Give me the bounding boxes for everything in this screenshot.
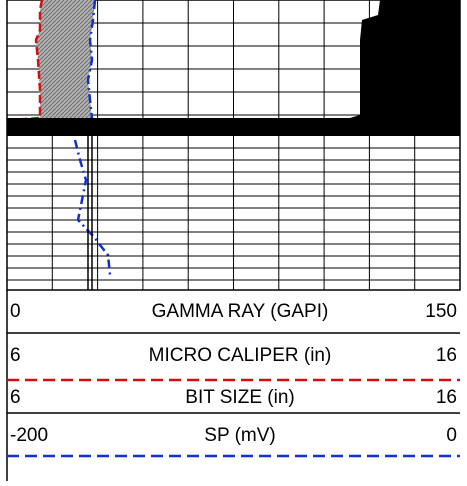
curve-name: BIT SIZE (in) <box>185 387 294 408</box>
track-labels: 0 GAMMA RAY (GAPI) 150 6 MICRO CALIPER (in) 1… <box>10 301 457 446</box>
sp-curve <box>73 0 112 276</box>
gamma-band <box>7 118 460 136</box>
scale-left: 6 <box>10 387 21 408</box>
scale-right: 16 <box>436 345 457 366</box>
header <box>6 290 460 481</box>
curve-name: MICRO CALIPER (in) <box>149 345 332 366</box>
micro-caliper-curve <box>9 0 44 122</box>
scale-right: 0 <box>446 425 457 446</box>
log-track <box>6 0 461 291</box>
scale-left: -200 <box>10 425 48 446</box>
scale-left: 6 <box>10 345 21 366</box>
caliper-fill <box>36 0 95 118</box>
curve-name: SP (mV) <box>204 425 275 446</box>
curve-name: GAMMA RAY (GAPI) <box>152 301 329 322</box>
gamma-fill <box>350 0 460 118</box>
scale-right: 16 <box>436 387 457 408</box>
scale-left: 0 <box>10 301 21 322</box>
scale-right: 150 <box>425 301 457 322</box>
